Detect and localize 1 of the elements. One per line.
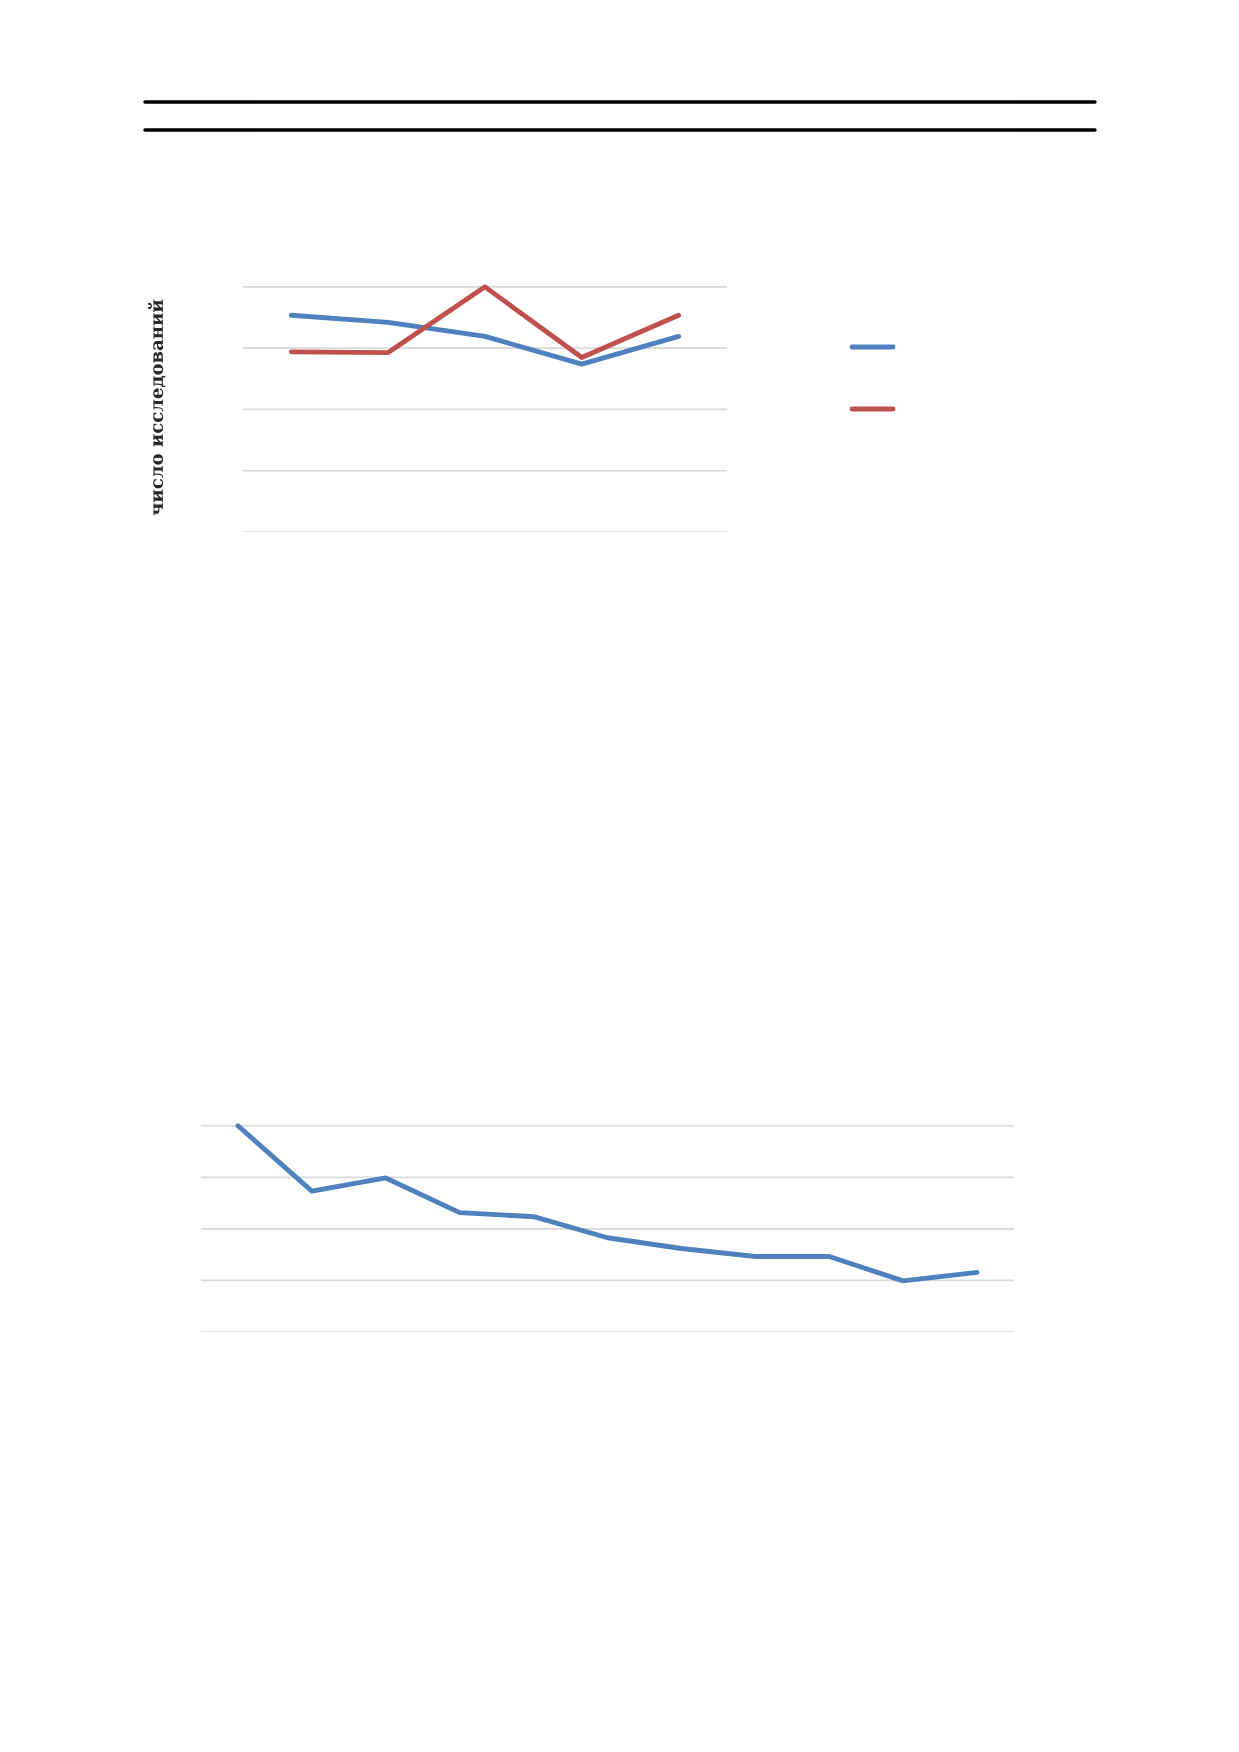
y-axis-title: число исследований [148, 299, 166, 516]
